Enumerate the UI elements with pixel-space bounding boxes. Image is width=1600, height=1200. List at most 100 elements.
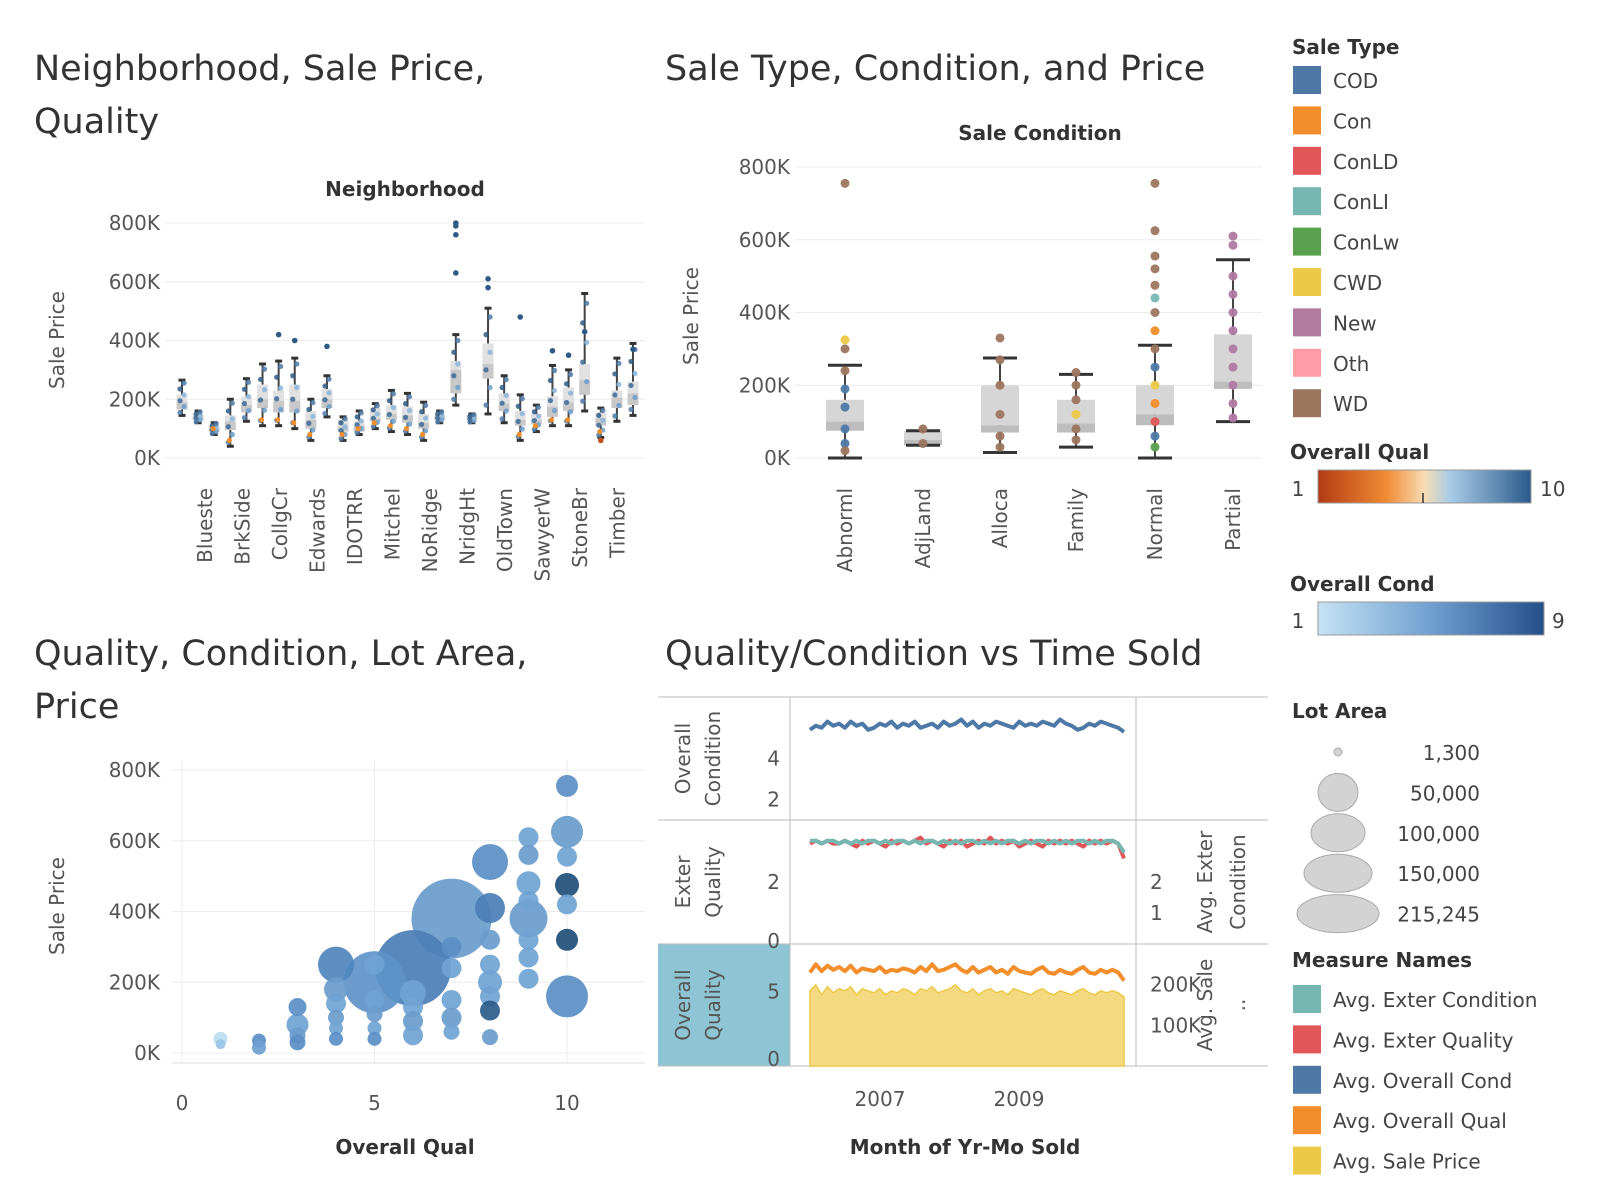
box-upper bbox=[176, 394, 188, 403]
sale-point bbox=[995, 409, 1005, 419]
overall-qual-min: 1 bbox=[1292, 477, 1305, 501]
sale-point bbox=[1228, 271, 1238, 281]
y-tick-label: 600K bbox=[109, 829, 161, 853]
price-point bbox=[197, 409, 203, 415]
sale-type-y-axis: 0K 200K 400K 600K 800K bbox=[739, 155, 791, 470]
price-point bbox=[487, 349, 493, 355]
sale-price-area bbox=[809, 983, 1125, 1067]
quality-ylabel: Sale Price bbox=[45, 857, 69, 955]
legend-swatch bbox=[1293, 227, 1321, 256]
outlier-point bbox=[485, 276, 491, 282]
price-point bbox=[531, 417, 537, 424]
sale-point bbox=[1228, 362, 1238, 372]
lot-area-bubble bbox=[556, 928, 578, 951]
outlier-point bbox=[453, 231, 459, 238]
outlier-point bbox=[565, 352, 572, 358]
sale-point bbox=[1228, 413, 1238, 423]
left-tick-label: 5 bbox=[767, 979, 780, 1003]
lot-area-bubble bbox=[482, 1029, 498, 1046]
price-point bbox=[451, 396, 457, 402]
sale-condition-header: Sale Condition bbox=[958, 121, 1122, 145]
lot-area-bubble bbox=[326, 993, 346, 1014]
right-axis-label-line2: Condition bbox=[1226, 834, 1250, 929]
price-point bbox=[402, 414, 409, 420]
price-point-low-quality bbox=[403, 426, 410, 432]
sale-point bbox=[1150, 264, 1160, 274]
price-point bbox=[439, 417, 445, 423]
price-point bbox=[519, 426, 525, 432]
right-axis-label-line1: Avg. Exter bbox=[1193, 830, 1217, 933]
price-point bbox=[628, 406, 634, 413]
legend-swatch bbox=[1293, 1146, 1321, 1175]
price-point bbox=[294, 408, 300, 414]
neighborhood-x-axis: Blueste BrkSide CollgCr Edwards IDOTRR Mitche… bbox=[193, 487, 630, 581]
price-point bbox=[499, 400, 505, 406]
price-point bbox=[423, 402, 429, 408]
x-tick-label: 10 bbox=[554, 1091, 579, 1115]
sale-point bbox=[840, 424, 850, 434]
legend-label: WD bbox=[1333, 392, 1368, 416]
price-point bbox=[612, 392, 618, 398]
x-tick-label: Blueste bbox=[193, 488, 217, 563]
box-upper bbox=[981, 385, 1019, 426]
quality-x-axis: 0 5 10 bbox=[176, 1091, 580, 1115]
overall-cond-min: 1 bbox=[1292, 609, 1305, 633]
box-lower bbox=[498, 403, 510, 411]
quality-chart: Quality, Condition, Lot Area, Price Sale… bbox=[34, 634, 645, 1159]
y-tick-label: 600K bbox=[109, 270, 161, 294]
price-point bbox=[531, 409, 537, 415]
price-point bbox=[535, 404, 541, 410]
row-label-line1: Exter bbox=[671, 855, 695, 909]
legend-swatch bbox=[1293, 187, 1321, 216]
price-point bbox=[370, 415, 376, 421]
sale-point bbox=[840, 344, 850, 354]
price-point bbox=[290, 373, 296, 379]
series-line bbox=[808, 962, 1126, 982]
sale-type-ylabel: Sale Price bbox=[679, 267, 703, 365]
price-point bbox=[616, 360, 622, 366]
price-point bbox=[310, 413, 316, 419]
legend-label: ConLI bbox=[1333, 190, 1389, 214]
box-lower bbox=[450, 369, 462, 394]
lot-area-bubble bbox=[518, 827, 539, 848]
sale-point bbox=[995, 333, 1005, 343]
legends: Sale Type COD Con ConLD ConLI ConLw CWD New Oth… bbox=[1290, 35, 1565, 1175]
price-point bbox=[419, 421, 425, 428]
price-point bbox=[310, 400, 316, 406]
x-tick-label: 2009 bbox=[994, 1087, 1045, 1111]
price-point bbox=[580, 320, 586, 326]
price-point bbox=[612, 371, 618, 377]
sale-point bbox=[1150, 362, 1160, 372]
legend-swatch bbox=[1293, 389, 1321, 418]
lot-area-bubble bbox=[441, 1007, 462, 1028]
price-point bbox=[535, 413, 541, 419]
outlier-point bbox=[597, 437, 604, 444]
box-upper bbox=[240, 396, 252, 406]
overall-qual-max: 10 bbox=[1540, 477, 1565, 501]
sale-point bbox=[1150, 431, 1160, 441]
lot-area-bubble bbox=[403, 1011, 423, 1032]
price-point bbox=[616, 402, 622, 409]
sale-point bbox=[995, 442, 1005, 452]
price-point bbox=[547, 397, 554, 404]
price-point bbox=[551, 408, 558, 414]
price-point bbox=[406, 394, 413, 400]
price-point bbox=[390, 391, 396, 397]
price-point bbox=[225, 408, 231, 414]
price-point bbox=[567, 409, 574, 415]
x-tick-label: NoRidge bbox=[418, 488, 442, 572]
lot-area-bubble bbox=[215, 1039, 226, 1050]
price-point bbox=[580, 359, 586, 365]
sale-point bbox=[840, 178, 850, 188]
outlier-point bbox=[324, 343, 330, 350]
price-point bbox=[261, 366, 268, 372]
lot-area-bubble bbox=[403, 997, 423, 1018]
price-point bbox=[177, 409, 183, 416]
legend-swatch bbox=[1293, 66, 1321, 94]
price-point-low-quality bbox=[548, 417, 555, 423]
price-point bbox=[342, 416, 348, 422]
x-tick-label: Alloca bbox=[988, 488, 1012, 548]
price-point bbox=[390, 418, 396, 424]
left-tick-label: 0 bbox=[767, 1047, 780, 1071]
price-point bbox=[338, 420, 344, 426]
